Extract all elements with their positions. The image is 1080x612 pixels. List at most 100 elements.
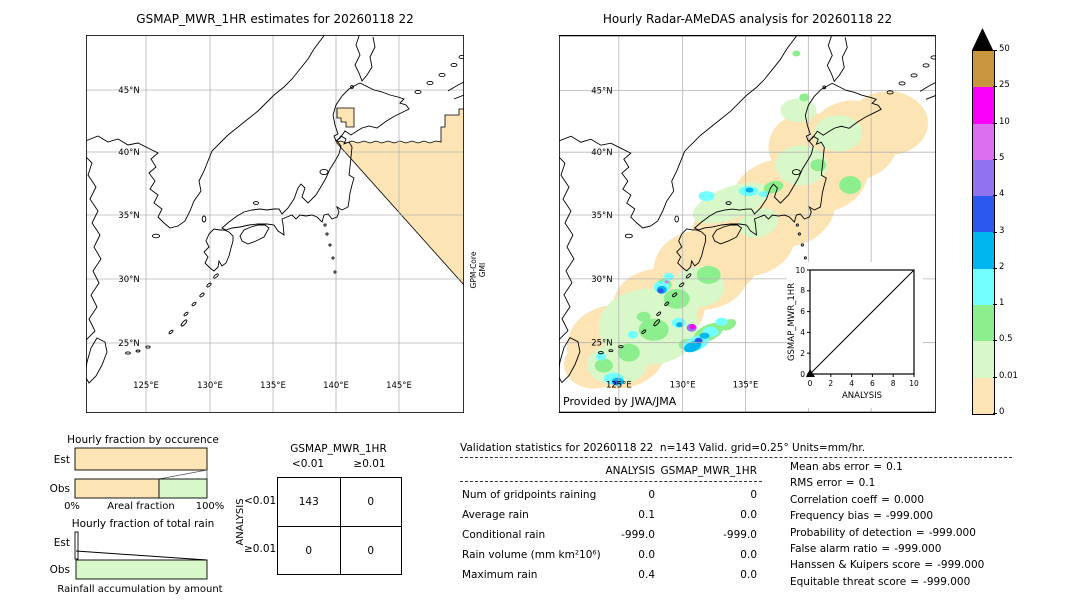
equals-sign: =: [873, 510, 882, 523]
contingency-col-label: ≥0.01: [353, 458, 386, 470]
stats-row-label: Num of gridpoints raining: [462, 489, 597, 501]
rain-level-5-10: [664, 280, 669, 284]
tick-label: 8: [891, 379, 896, 388]
contingency-cell: 0: [339, 526, 401, 574]
occurrence-chart: Hourly fraction by occurence Est Obs 0% …: [50, 434, 225, 512]
colorbar-tick: [993, 340, 997, 341]
row-label-obs: Obs: [50, 483, 70, 495]
stats-value-analysis: 0.0: [638, 549, 655, 561]
colorbar-segment: [973, 232, 994, 269]
lat-label: 35°N: [591, 210, 612, 220]
colorbar-segment: [973, 51, 994, 88]
lat-label: 45°N: [118, 86, 139, 96]
right-map-panel: 45°N 40°N 35°N 30°N 25°N 125°E 130°E 135…: [556, 33, 939, 414]
contingency-row-label: <0.01: [244, 495, 277, 507]
diagonal-line: [809, 269, 915, 375]
lon-label: 135°E: [733, 380, 759, 390]
stats-title: Validation statistics for 20260118 22 n=…: [460, 442, 866, 454]
obs-bar-segment: [74, 478, 160, 499]
stats-row: Num of gridpoints raining 0 0: [455, 489, 765, 502]
contingency-cell: 143: [298, 496, 319, 508]
lon-label: 125°E: [606, 380, 632, 390]
equals-sign: =: [915, 526, 925, 539]
est-spike: [74, 531, 79, 560]
tick-label: 4: [849, 379, 854, 388]
equals-sign: =: [924, 559, 934, 572]
rain-level-10-25: [689, 324, 696, 330]
lat-label: 25°N: [591, 338, 612, 348]
tick-label: 10: [909, 379, 919, 388]
colorbar-label: 5: [999, 153, 1005, 163]
lon-label: 140°E: [323, 381, 349, 391]
inset-y-tick-labels: 0 2 4 6 8 10: [795, 266, 805, 379]
colorbar-tick: [993, 159, 997, 160]
score-label: Frequency bias: [790, 510, 870, 523]
colorbar-overflow-arrow: [972, 28, 993, 50]
score-line: Frequency bias = -999.000: [790, 508, 1078, 524]
score-value: 0.1: [886, 461, 903, 473]
score-label: Hanssen & Kuipers score: [790, 559, 921, 572]
score-label: Correlation coeff: [790, 493, 878, 506]
right-map-title: Hourly Radar-AMeDAS analysis for 2026011…: [602, 12, 893, 26]
colorbar-tick: [993, 123, 997, 124]
colorbar-tick: [993, 232, 997, 233]
colorbar: [972, 50, 995, 415]
score-value: -999.000: [937, 559, 985, 572]
colorbar-segment: [973, 341, 994, 378]
stats-col-header-gsmap: GSMAP_MWR_1HR: [660, 465, 757, 477]
stats-row-label: Maximum rain: [462, 569, 538, 581]
tick-label: 10: [795, 266, 805, 275]
colorbar-label: 0.5: [999, 334, 1013, 344]
stats-value-analysis: -999.0: [621, 529, 655, 541]
colorbar-label: 25: [999, 80, 1010, 90]
score-label: Probability of detection: [790, 526, 912, 539]
scatter-inset-svg: 0 2 4 6 8 10 0 2 4 6 8 10 ANALYSIS GSMAP…: [787, 266, 919, 401]
colorbar-label: 0: [999, 407, 1005, 417]
score-label: Equitable threat score: [790, 575, 907, 588]
score-value: -999.000: [894, 543, 942, 556]
contingency-col-title: GSMAP_MWR_1HR: [290, 443, 387, 455]
tick-label: 0: [808, 379, 813, 388]
lat-label: 30°N: [118, 275, 139, 285]
x-max-label: 100%: [196, 501, 225, 512]
lon-label: 145°E: [386, 381, 412, 391]
tick-label: 2: [800, 349, 805, 358]
credit-text: Provided by JWA/JMA: [563, 395, 677, 408]
x-min-label: 0%: [64, 501, 80, 512]
lon-label: 130°E: [670, 380, 696, 390]
score-value: 0.1: [858, 477, 876, 490]
stats-row: Average rain 0.1 0.0: [455, 509, 765, 522]
stats-row: Maximum rain 0.4 0.0: [455, 569, 765, 582]
stats-col-header-analysis: ANALYSIS: [605, 465, 655, 477]
score-line: Probability of detection = -999.000: [790, 525, 1078, 541]
gmi-swath: [335, 107, 465, 287]
left-map-background: [86, 35, 464, 413]
lon-label: 125°E: [133, 381, 159, 391]
stats-value-gsmap: 0.0: [740, 549, 757, 561]
lon-label: 130°E: [197, 381, 223, 391]
x-axis-label: Areal fraction: [107, 501, 174, 512]
lat-label: 30°N: [591, 274, 612, 284]
cumulative-line: [75, 550, 208, 561]
tick-label: 2: [828, 379, 833, 388]
equals-sign: =: [881, 493, 890, 506]
colorbar-label: 4: [999, 189, 1005, 199]
tick-label: 6: [800, 307, 805, 316]
colorbar-segment: [973, 196, 994, 233]
left-map-title: GSMAP_MWR_1HR estimates for 20260118 22: [136, 12, 414, 26]
colorbar-segment: [973, 377, 994, 414]
row-label-obs: Obs: [50, 564, 70, 576]
stats-value-analysis: 0.4: [638, 569, 655, 581]
inset-ylabel: GSMAP_MWR_1HR: [787, 283, 797, 361]
colorbar-label: 3: [999, 226, 1005, 236]
validation-stats: Validation statistics for 20260118 22 n=…: [455, 440, 1080, 612]
sensor-label: GPM-Core GMI: [469, 228, 490, 312]
inset-x-tick-labels: 0 2 4 6 8 10: [808, 379, 919, 388]
score-value: -999.000: [928, 526, 976, 539]
total-rain-chart-caption: Rainfall accumulation by amount: [57, 584, 222, 595]
right-map-svg: 45°N 40°N 35°N 30°N 25°N 125°E 130°E 135…: [556, 33, 939, 414]
stats-row: Conditional rain -999.0 -999.0: [455, 529, 765, 542]
equals-sign: =: [881, 543, 891, 556]
lon-label: 135°E: [260, 381, 286, 391]
